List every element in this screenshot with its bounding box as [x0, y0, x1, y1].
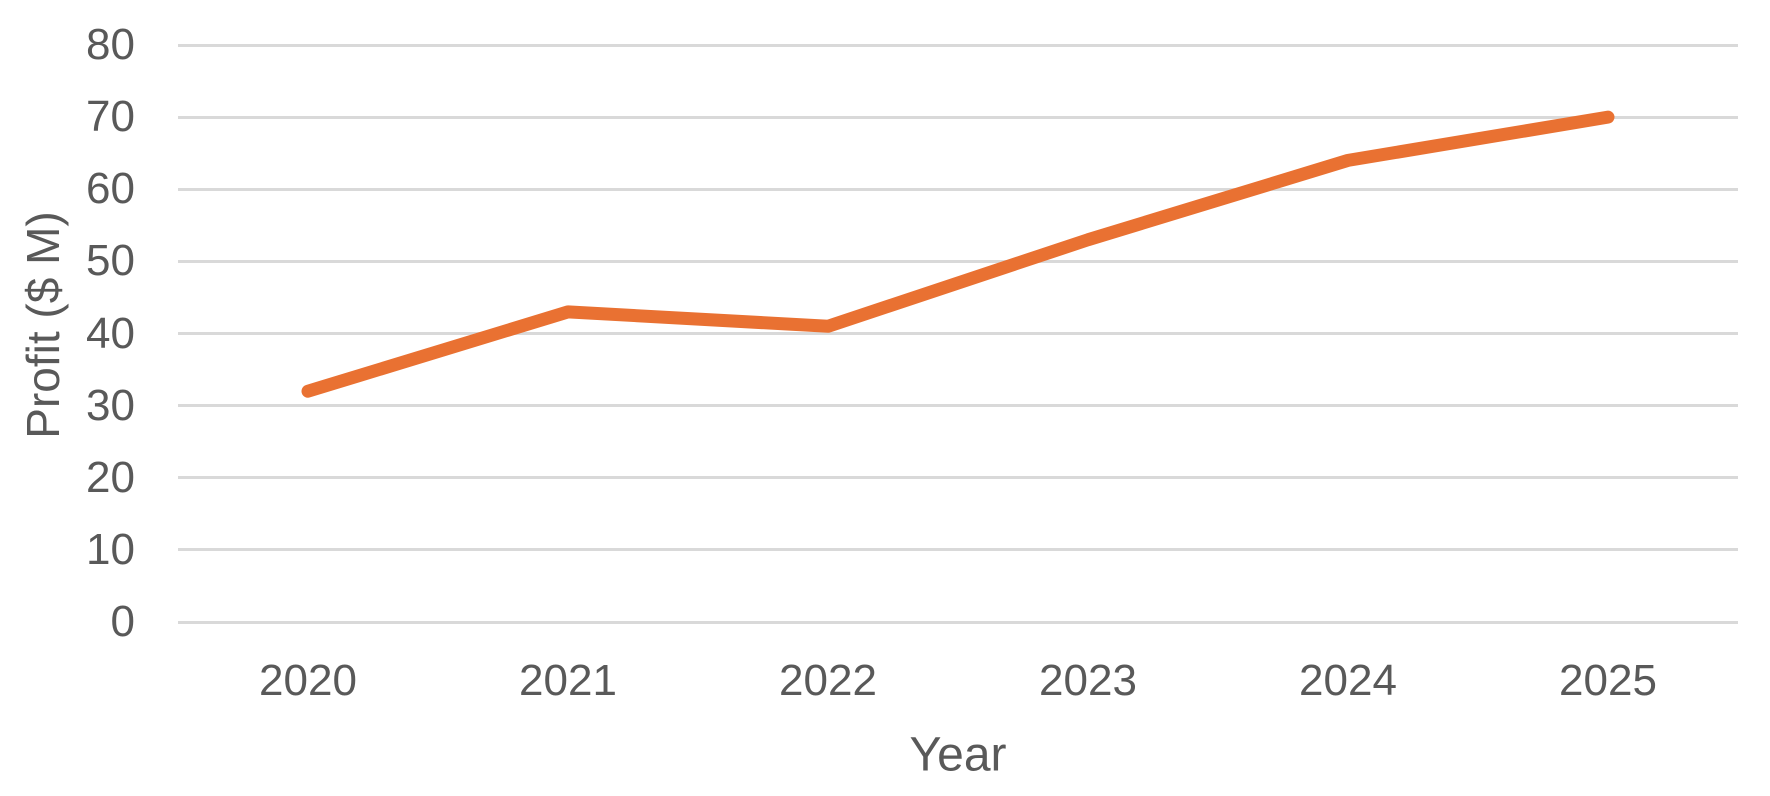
x-axis-title: Year	[909, 728, 1007, 782]
gridline-y-60	[178, 187, 1738, 191]
y-tick-label-20: 20	[86, 452, 135, 502]
gridline-y-70	[178, 115, 1738, 119]
x-tick-label-2021: 2021	[519, 656, 617, 705]
plot-area: 0 10 20 30 40 50 60 70 80 2020 2021 2022 2023 2024 202…	[86, 23, 1738, 703]
gridline-y-50	[178, 259, 1738, 263]
x-tick-label-2025: 2025	[1559, 656, 1657, 705]
x-tick-label-2020: 2020	[259, 656, 357, 705]
x-tick-label-2022: 2022	[779, 656, 877, 705]
y-tick-label-0: 0	[110, 597, 135, 646]
y-tick-label-70: 70	[86, 92, 135, 142]
gridline-y-30	[178, 404, 1738, 408]
y-tick-label-30: 30	[86, 380, 135, 430]
y-tick-label-80: 80	[86, 20, 135, 69]
gridline-y-40	[178, 332, 1738, 335]
gridline-y-0	[178, 620, 1738, 624]
gridline-y-20	[178, 476, 1738, 480]
series-svg	[301, 110, 1615, 398]
y-tick-label-60: 60	[86, 164, 135, 214]
x-tick-label-2023: 2023	[1039, 656, 1137, 705]
y-tick-label-50: 50	[86, 236, 135, 286]
y-tick-label-10: 10	[86, 524, 135, 574]
gridline-y-10	[178, 548, 1738, 552]
y-tick-label-40: 40	[86, 308, 135, 358]
profit-series-line	[301, 110, 1615, 398]
x-tick-label-2024: 2024	[1299, 656, 1397, 705]
y-axis-title: Profit ($ M)	[17, 211, 69, 439]
gridline-y-80	[178, 43, 1738, 47]
